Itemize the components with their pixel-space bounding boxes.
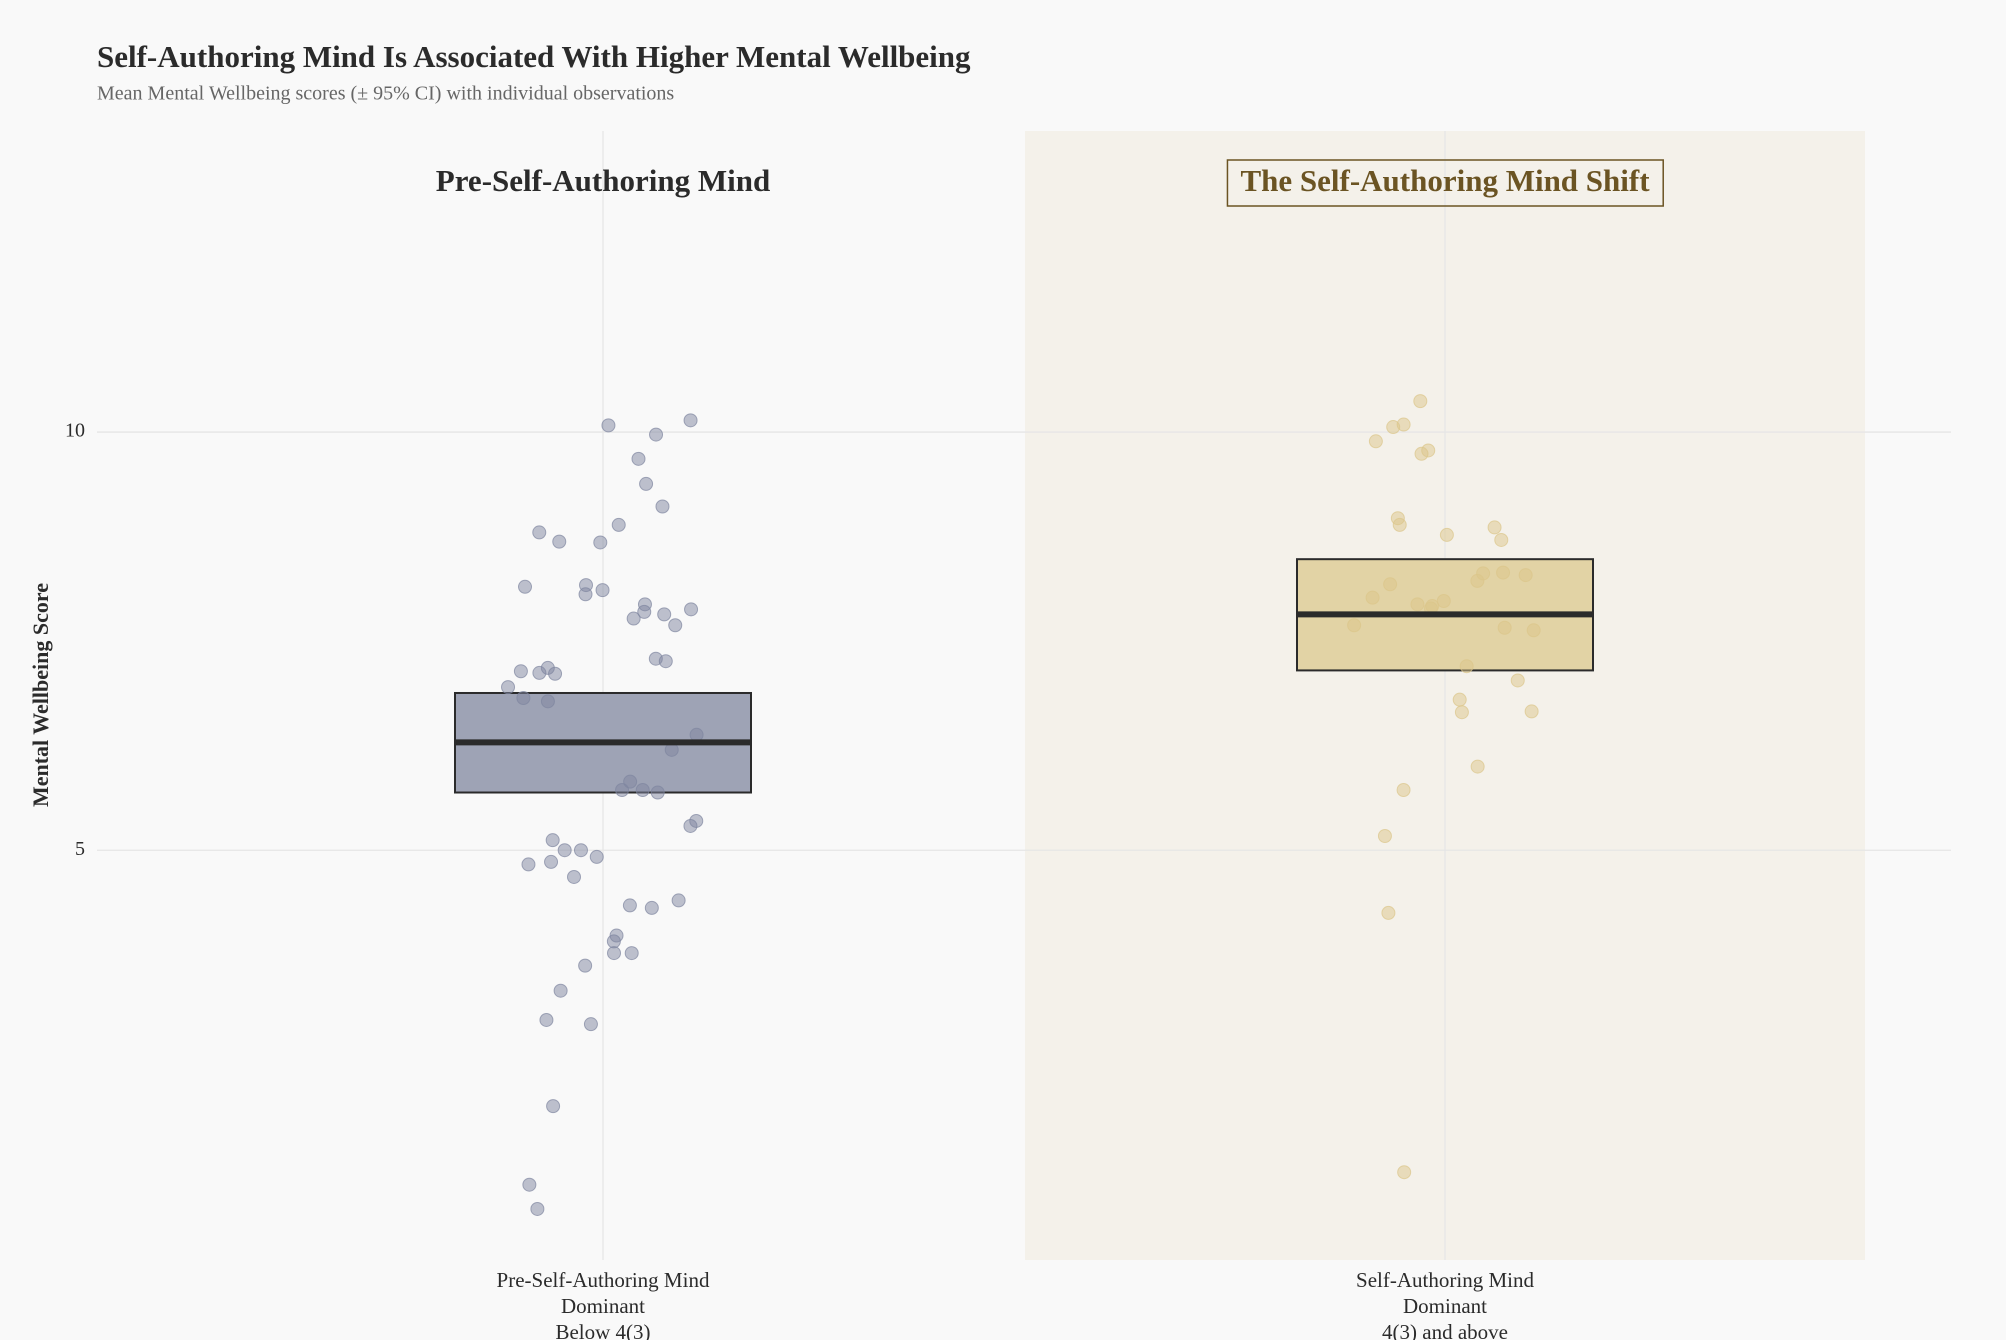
observation-point (583, 1017, 598, 1032)
observation-point (548, 666, 563, 681)
observation-point (513, 664, 528, 679)
y-tick-label: 5 (75, 838, 85, 860)
observation-point (1397, 1165, 1412, 1180)
observation-point (1459, 659, 1474, 674)
observation-point (1439, 527, 1454, 542)
observation-point (644, 900, 659, 915)
observation-point (578, 587, 593, 602)
observation-point (553, 983, 568, 998)
observation-point (606, 934, 621, 949)
observation-point (566, 869, 581, 884)
observation-point (1470, 759, 1485, 774)
observation-point (622, 898, 637, 913)
observation-point (516, 691, 531, 706)
observation-point (546, 1099, 561, 1114)
observation-point (522, 1177, 537, 1192)
observation-point (557, 843, 572, 858)
observation-point (532, 525, 547, 540)
observation-point (626, 611, 641, 626)
observation-point (578, 958, 593, 973)
observation-point (639, 476, 654, 491)
observation-point (607, 946, 622, 961)
observation-point (657, 607, 672, 622)
observation-point (1487, 520, 1502, 535)
observation-point (623, 774, 638, 789)
observation-point (1510, 673, 1525, 688)
observation-point (1414, 446, 1429, 461)
y-tick-label: 10 (65, 420, 85, 442)
observation-point (1497, 620, 1512, 635)
observation-point (1518, 568, 1533, 583)
observation-point (1368, 434, 1383, 449)
observation-point (1410, 597, 1425, 612)
observation-point (1494, 532, 1509, 547)
observation-point (683, 413, 698, 428)
panel-label: Pre-Self-Authoring Mind (436, 163, 770, 198)
observation-point (1377, 828, 1392, 843)
observation-point (530, 1201, 545, 1216)
x-tick-label: Dominant (1403, 1294, 1487, 1318)
observation-point (1413, 394, 1428, 409)
observation-point (615, 783, 630, 798)
y-axis-label: Mental Wellbeing Score (28, 583, 53, 807)
x-tick-label: 4(3) and above (1382, 1320, 1508, 1340)
panel-label-box (1226, 159, 1664, 207)
observation-point (637, 604, 652, 619)
observation-point (1496, 565, 1511, 580)
observation-point (1365, 590, 1380, 605)
observation-point (1452, 692, 1467, 707)
observation-point (1436, 593, 1451, 608)
observation-point (1381, 905, 1396, 920)
observation-point (650, 785, 665, 800)
observation-point (1524, 704, 1539, 719)
observation-point (539, 1012, 554, 1027)
observation-point (668, 618, 683, 633)
observation-point (545, 833, 560, 848)
panel-label: The Self-Authoring Mind Shift (1240, 163, 1650, 198)
chart-title: Self-Authoring Mind Is Associated With H… (97, 39, 971, 74)
observation-point (1396, 783, 1411, 798)
observation-point (1392, 517, 1407, 532)
observation-point (521, 857, 536, 872)
x-tick-label: Dominant (561, 1294, 645, 1318)
observation-point (649, 427, 664, 442)
observation-point (1386, 420, 1401, 435)
observation-point (671, 893, 686, 908)
x-tick-label: Pre-Self-Authoring Mind (497, 1268, 710, 1292)
observation-point (635, 783, 650, 798)
observation-point (532, 665, 547, 680)
observation-point (552, 534, 567, 549)
observation-point (518, 579, 533, 594)
observation-point (684, 602, 699, 617)
observation-point (501, 680, 516, 695)
observation-point (658, 654, 673, 669)
observation-point (655, 499, 670, 514)
observation-point (544, 854, 559, 869)
x-tick-label: Below 4(3) (555, 1320, 650, 1340)
observation-point (1454, 705, 1469, 720)
observation-point (611, 517, 626, 532)
observation-point (1470, 573, 1485, 588)
observation-point (593, 535, 608, 550)
observation-point (1526, 623, 1541, 638)
chart-subtitle: Mean Mental Wellbeing scores (± 95% CI) … (97, 83, 674, 105)
observation-point (540, 694, 555, 709)
observation-point (573, 843, 588, 858)
observation-point (624, 946, 639, 961)
observation-point (683, 818, 698, 833)
observation-point (1347, 618, 1362, 633)
observation-point (631, 451, 646, 466)
observation-point (589, 849, 604, 864)
observation-point (601, 418, 616, 433)
x-tick-label: Self-Authoring Mind (1356, 1268, 1534, 1292)
observation-point (595, 583, 610, 598)
observation-point (1383, 577, 1398, 592)
